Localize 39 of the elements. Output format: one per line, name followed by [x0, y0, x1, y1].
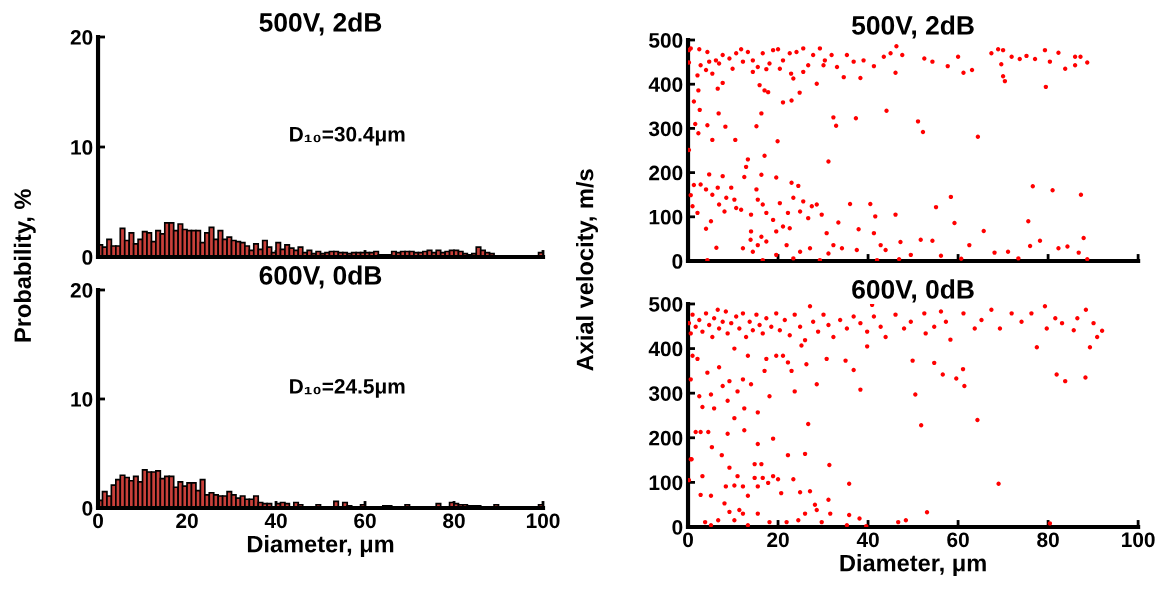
y-tick-label: 10 — [71, 140, 93, 155]
y-tick-label: 200 — [649, 165, 683, 181]
x-tick-label: 20 — [767, 532, 789, 548]
x-tick-label: 60 — [947, 532, 969, 548]
y-tick-label: 400 — [648, 341, 683, 357]
x-axis-title: Diameter, μm — [247, 535, 394, 557]
y-tick-label: 0 — [672, 254, 683, 269]
y-tick-label: 0 — [82, 500, 93, 516]
x-tick-label: 20 — [176, 513, 198, 529]
y-tick-label: 300 — [648, 386, 683, 401]
chart-title: 600V, 0dB — [852, 279, 974, 303]
x-tick-label: 60 — [354, 513, 376, 529]
y-tick-label: 400 — [648, 77, 683, 92]
y-axis-title: Axial velocity, m/s — [576, 169, 599, 371]
x-tick-label: 100 — [526, 513, 560, 529]
y-tick-label: 10 — [71, 391, 93, 407]
x-tick-label: 80 — [443, 513, 465, 529]
y-tick-label: 0 — [82, 250, 93, 265]
x-tick-label: 80 — [1037, 532, 1059, 548]
y-tick-label: 500 — [649, 33, 683, 48]
x-tick-label: 0 — [93, 513, 103, 529]
y-tick-label: 300 — [648, 121, 683, 137]
x-tick-label: 0 — [683, 532, 693, 548]
y-tick-label: 100 — [649, 209, 683, 225]
x-tick-label: 40 — [264, 513, 287, 529]
x-axis-title: Diameter, μm — [840, 554, 986, 576]
y-tick-label: 20 — [70, 282, 93, 298]
annotation: D₁₀=24.5μm — [290, 378, 405, 398]
y-tick-label: 100 — [649, 475, 683, 491]
chart-title: 600V, 0dB — [259, 265, 382, 289]
annotation: D₁₀=30.4μm — [290, 126, 405, 146]
x-tick-label: 40 — [856, 532, 879, 548]
y-axis-title: Probability, % — [13, 189, 36, 342]
x-tick-label: 100 — [1122, 532, 1155, 548]
chart-title: 500V, 2dB — [259, 12, 382, 36]
chart-title: 500V, 2dB — [852, 15, 974, 39]
y-tick-label: 500 — [649, 296, 683, 312]
y-tick-label: 20 — [70, 29, 93, 45]
y-tick-label: 200 — [649, 430, 683, 446]
